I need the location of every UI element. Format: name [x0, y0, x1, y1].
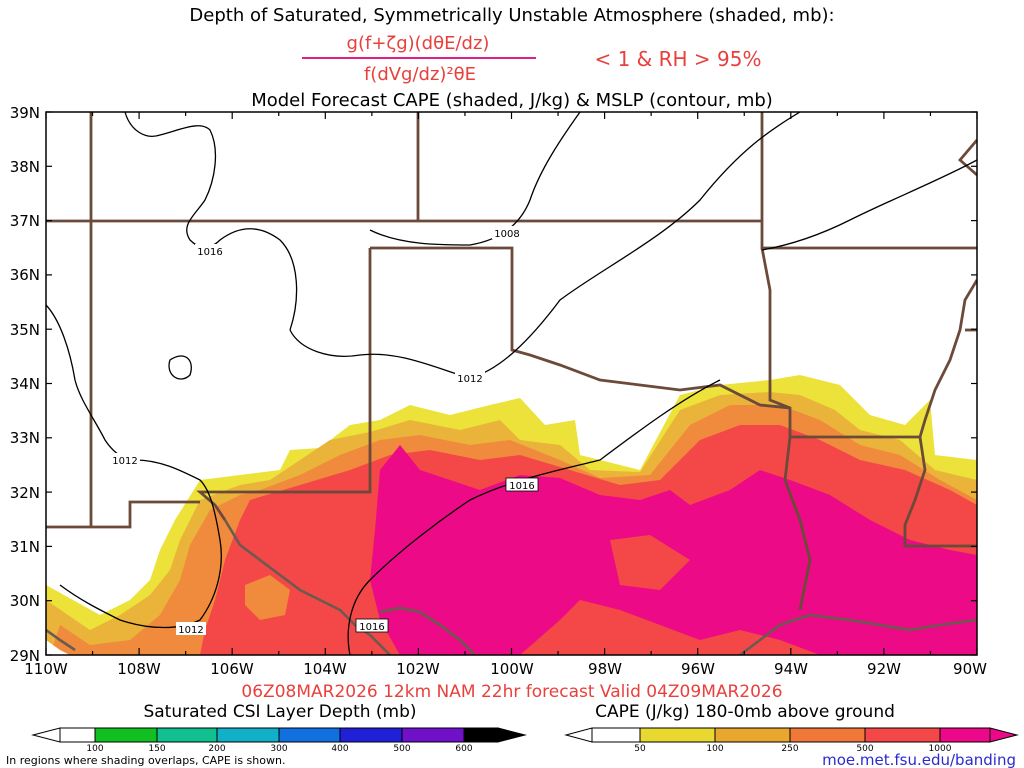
- forecast-valid-line: 06Z08MAR2026 12km NAM 22hr forecast Vali…: [241, 682, 782, 702]
- formula-numerator: g(f+ζg)(dθE/dz): [347, 33, 490, 54]
- cape-tick: 50: [634, 744, 646, 754]
- rio-grande-border: [223, 519, 391, 655]
- cape-250-patch: [245, 575, 290, 620]
- lat-label: 35N: [10, 321, 40, 339]
- csi-legend-title: Saturated CSI Layer Depth (mb): [143, 702, 416, 722]
- gulf-coastline: [379, 606, 476, 655]
- csi-tick: 300: [270, 744, 287, 754]
- gulf-of-mexico: [46, 640, 70, 655]
- isobar-label: 1016: [197, 247, 222, 258]
- cape-tick: 250: [781, 744, 798, 754]
- isobar-labels: 1016 1008 1012 1012 1016 1012 1016: [110, 226, 539, 636]
- lat-label: 34N: [10, 375, 40, 393]
- lat-label: 30N: [10, 592, 40, 610]
- overlap-footnote: In regions where shading overlaps, CAPE …: [6, 754, 285, 767]
- louisiana-coastline: [739, 613, 977, 655]
- isobar-label: 1012: [112, 456, 137, 467]
- lon-label: 108W: [117, 660, 161, 678]
- lon-label: 106W: [210, 660, 254, 678]
- lat-label: 32N: [10, 484, 40, 502]
- cape-tick: 500: [856, 744, 873, 754]
- lon-axis: 110W 108W 106W 104W 102W 100W 98W 96W 94…: [24, 660, 987, 678]
- lat-label: 29N: [10, 647, 40, 665]
- formula-criterion: < 1 & RH > 95%: [594, 47, 761, 71]
- lat-label: 36N: [10, 266, 40, 284]
- csi-tick: 100: [86, 744, 103, 754]
- lon-label: 100W: [490, 660, 534, 678]
- lat-label: 31N: [10, 538, 40, 556]
- lat-label: 33N: [10, 429, 40, 447]
- cape-legend-title: CAPE (J/kg) 180-0mb above ground: [595, 702, 895, 722]
- lon-label: 94W: [774, 660, 808, 678]
- isobar-label: 1016: [359, 622, 384, 633]
- state-borders: [46, 112, 977, 611]
- lon-label: 96W: [681, 660, 715, 678]
- lat-label: 39N: [10, 104, 40, 122]
- cape-tick: 1000: [929, 744, 952, 754]
- source-link[interactable]: moe.met.fsu.edu/banding: [822, 751, 1016, 768]
- lat-axis: 39N 38N 37N 36N 35N 34N 33N 32N 31N 30N …: [10, 104, 978, 665]
- lat-label: 37N: [10, 212, 40, 230]
- cape-tick: 100: [706, 744, 723, 754]
- lon-label: 90W: [953, 660, 987, 678]
- baja-coast: [46, 628, 76, 652]
- cape-500-patch: [610, 535, 690, 590]
- csi-tick: 600: [455, 744, 472, 754]
- lon-label: 110W: [24, 660, 68, 678]
- csi-tick: 200: [208, 744, 225, 754]
- lon-label: 104W: [303, 660, 347, 678]
- csi-tick: 500: [393, 744, 410, 754]
- map-area: 1016 1008 1012 1012 1016 1012 1016: [46, 112, 977, 655]
- csi-colorbar: 100 150 200 300 400 500 600: [31, 727, 527, 754]
- csi-tick: 400: [331, 744, 348, 754]
- lon-label: 98W: [588, 660, 622, 678]
- lat-label: 38N: [10, 158, 40, 176]
- isobar-label: 1008: [494, 229, 519, 240]
- cape-colorbar: 50 100 250 500 1000: [564, 727, 1019, 754]
- isobar-label: 1012: [178, 625, 203, 636]
- title-line1: Depth of Saturated, Symmetrically Unstab…: [189, 5, 834, 26]
- mslp-isobars: [46, 112, 977, 655]
- title-line3: Model Forecast CAPE (shaded, J/kg) & MSL…: [251, 90, 773, 111]
- lon-label: 102W: [396, 660, 440, 678]
- lon-label: 92W: [867, 660, 901, 678]
- isobar-label: 1016: [509, 481, 534, 492]
- isobar-label: 1012: [457, 374, 482, 385]
- csi-tick: 150: [148, 744, 165, 754]
- formula-denominator: f(dVg/dz)²θE: [364, 64, 476, 85]
